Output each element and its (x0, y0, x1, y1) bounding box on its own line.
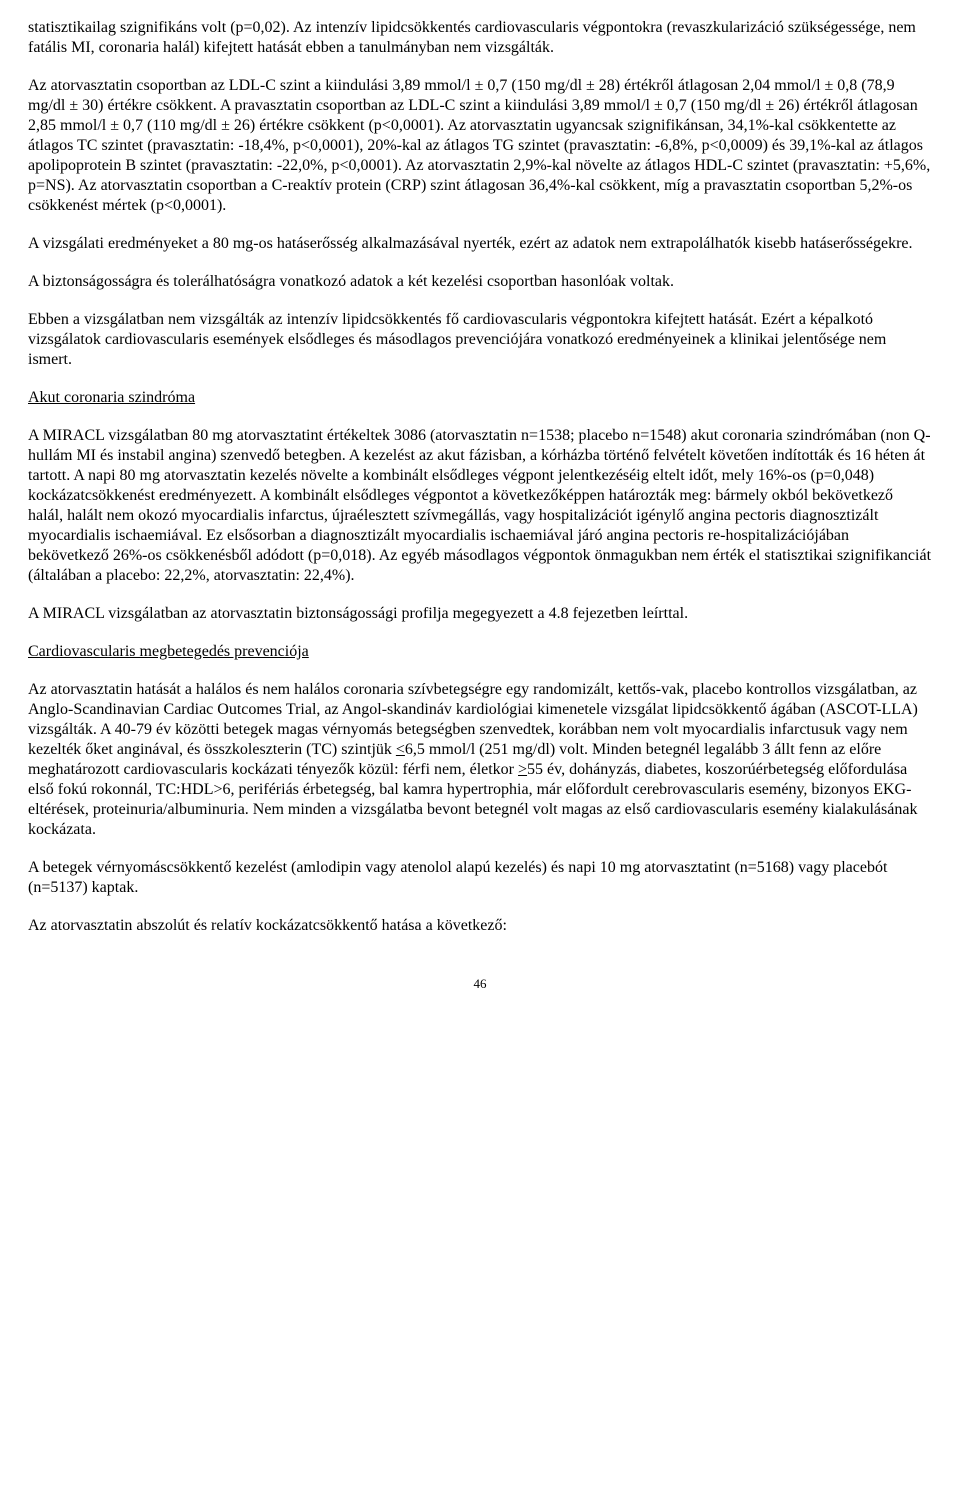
paragraph: Az atorvasztatin csoportban az LDL-C szi… (28, 76, 932, 216)
paragraph: A vizsgálati eredményeket a 80 mg-os hat… (28, 234, 932, 254)
paragraph: A MIRACL vizsgálatban 80 mg atorvasztati… (28, 426, 932, 586)
paragraph: Az atorvasztatin abszolút és relatív koc… (28, 916, 932, 936)
paragraph: A MIRACL vizsgálatban az atorvasztatin b… (28, 604, 932, 624)
paragraph: Ebben a vizsgálatban nem vizsgálták az i… (28, 310, 932, 370)
page-number: 46 (28, 976, 932, 992)
le-symbol: < (396, 741, 405, 758)
paragraph: A biztonságosságra és tolerálhatóságra v… (28, 272, 932, 292)
section-heading-acute-coronary: Akut coronaria szindróma (28, 388, 932, 408)
paragraph: statisztikailag szignifikáns volt (p=0,0… (28, 18, 932, 58)
paragraph: Az atorvasztatin hatását a halálos és ne… (28, 680, 932, 840)
paragraph: A betegek vérnyomáscsökkentő kezelést (a… (28, 858, 932, 898)
ge-symbol: > (518, 761, 527, 778)
section-heading-cv-prevention: Cardiovascularis megbetegedés prevenciój… (28, 642, 932, 662)
